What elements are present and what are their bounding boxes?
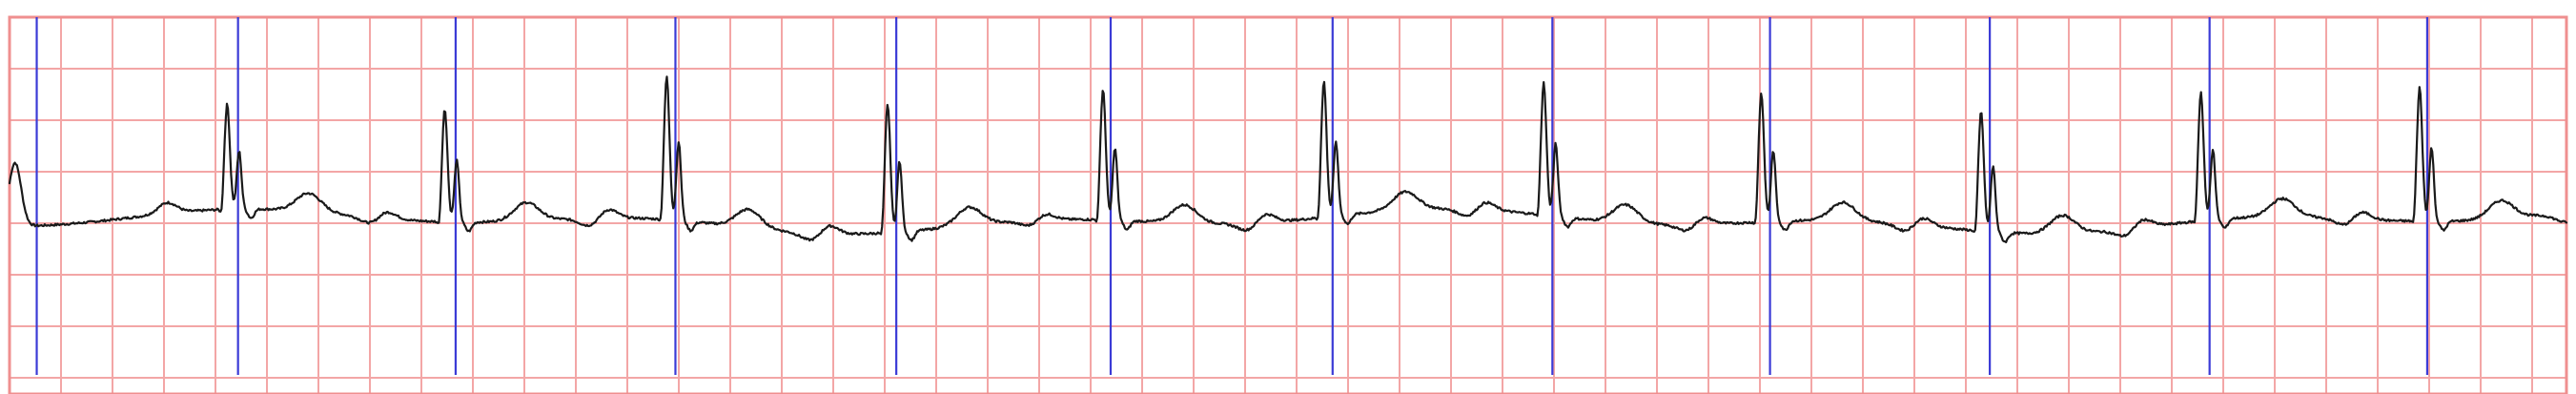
- grid: [8, 15, 2568, 394]
- grid-border: [8, 15, 2568, 394]
- ecg-trace: [8, 75, 2568, 243]
- beat-markers: [35, 17, 2429, 375]
